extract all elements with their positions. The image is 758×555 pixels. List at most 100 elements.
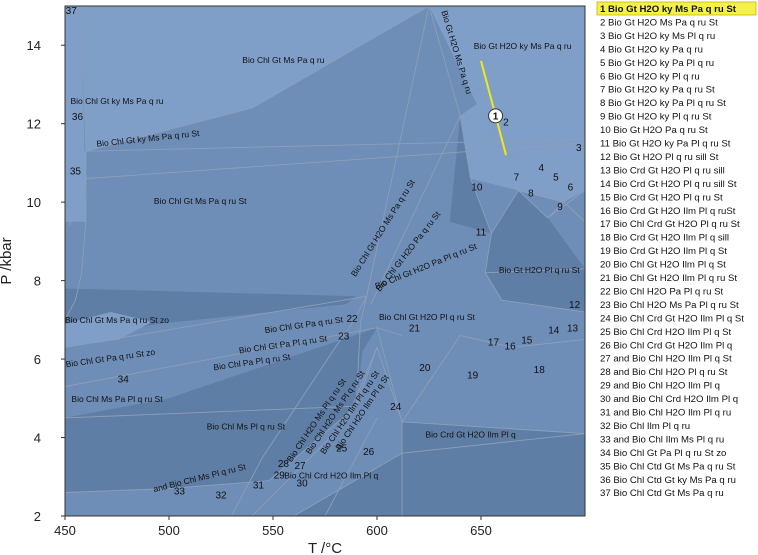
x-tick-label: 600 xyxy=(366,523,388,538)
field-label: Bio Chl Gt H2O Pl q ru St xyxy=(379,312,476,322)
field-4 xyxy=(65,151,86,191)
field-number: 17 xyxy=(488,337,500,348)
boundary-21 xyxy=(401,421,585,435)
legend-entry: 30 and Bio Chl Crd H2O Ilm Pl q xyxy=(600,394,738,405)
boundary-18 xyxy=(293,433,585,516)
field-7 xyxy=(449,115,492,234)
field-number: 2 xyxy=(503,118,509,129)
legend-entry: 9 Bio Gt H2O ky Pl q ru St xyxy=(600,112,712,123)
boundary-20 xyxy=(324,417,378,516)
field-number: 36 xyxy=(72,112,84,123)
field-label: Bio Gt H2O ky Ms Pa q ru xyxy=(474,41,572,51)
boundary-6 xyxy=(231,6,430,516)
field-number: 31 xyxy=(253,481,265,492)
y-tick-label: 6 xyxy=(34,352,41,367)
legend-entry: 21 Bio Chl Gt H2O Ilm Pl q ru St xyxy=(600,273,737,284)
y-axis-label: P /kbar xyxy=(0,237,15,284)
x-tick-label: 550 xyxy=(262,523,284,538)
marker-1-label: 1 xyxy=(493,111,499,122)
y-tick-label: 4 xyxy=(34,431,41,446)
field-label: Bio Gt H2O Pl q ru St xyxy=(499,265,580,275)
boundary-2 xyxy=(85,6,430,152)
x-tick-label: 500 xyxy=(158,523,180,538)
legend-entry: 19 Bio Crd Gt H2O Ilm Pl q St xyxy=(600,246,727,257)
marker-1-circle xyxy=(488,108,504,124)
x-tick-label: 450 xyxy=(54,523,76,538)
field-layer: Bio Chl Gt Ms Pa q ru Bio Chl Gt ky Ms Pa… xyxy=(65,6,585,516)
legend-entry: 14 Bio Crd Gt H2O Pl q ru sill St xyxy=(600,179,737,190)
field-15 xyxy=(65,327,377,418)
field-number: 16 xyxy=(505,341,517,352)
boundary-4 xyxy=(68,142,585,226)
field-18 xyxy=(65,406,357,516)
x-axis-label: T /°C xyxy=(308,540,342,555)
boundary-12 xyxy=(484,268,585,313)
boundary-1 xyxy=(65,6,87,321)
legend-entry: 10 Bio Gt H2O Pa q ru St xyxy=(600,125,708,136)
field-number: 20 xyxy=(419,363,431,374)
plot-area: Bio Chl Gt Ms Pa q ru Bio Chl Gt ky Ms Pa… xyxy=(65,6,585,516)
legend: 1 Bio Gt H2O ky Ms Pa q ru St 2 Bio Gt H2… xyxy=(596,1,757,499)
field-number: 32 xyxy=(215,490,227,501)
legend-entry: 27 and Bio Chl H2O Ilm Pl q St xyxy=(600,354,732,365)
legend-entry: 28 and Bio Chl H2O Pl q ru St xyxy=(600,367,728,378)
legend-entry: 7 Bio Gt H2O ky Pa q ru St xyxy=(600,85,715,96)
field-number: 25 xyxy=(336,443,348,454)
field-label: Bio Chl Gt Ms Pa q ru St xyxy=(154,196,247,206)
field-number: 15 xyxy=(521,335,533,346)
field-label: Bio Crd Gt H2O Ilm Pl q xyxy=(425,430,515,440)
field-17 xyxy=(402,421,585,516)
field-number: 4 xyxy=(539,163,545,174)
boundary-22 xyxy=(355,296,368,407)
legend-entry: 35 Bio Chl Ctd Gt Ms Pa q ru St xyxy=(600,461,736,472)
legend-entry: 22 Bio Chl H2O Pa Pl q ru St xyxy=(600,286,724,297)
field-number: 8 xyxy=(528,188,534,199)
field-12 xyxy=(65,288,357,344)
field-21 xyxy=(65,480,269,516)
legend-entry: 18 Bio Crd Gt H2O Ilm Pl q sill xyxy=(600,233,729,244)
field-5 xyxy=(429,6,585,156)
field-label: Bio Chl Gt Ms Pa q ru St zo xyxy=(65,315,169,325)
field-number: 11 xyxy=(476,228,487,239)
field-number: 13 xyxy=(567,324,579,335)
legend-entry: 1 Bio Gt H2O ky Ms Pa q ru St xyxy=(600,4,737,15)
legend-entry: 17 Bio Chl Crd Gt H2O Pl q ru St xyxy=(600,219,740,230)
legend-entry: 2 Bio Gt H2O Ms Pa q ru St xyxy=(600,17,718,28)
field-number: 10 xyxy=(471,182,483,193)
legend-highlight xyxy=(596,1,757,16)
field-number: 34 xyxy=(118,375,130,386)
field-number: 33 xyxy=(174,486,186,497)
y-tick-label: 8 xyxy=(34,274,41,289)
boundary-7 xyxy=(370,115,461,305)
field-number: 29 xyxy=(274,471,286,482)
legend-entry: 36 Bio Chl Ctd Gt ky Ms Pa q ru xyxy=(600,475,736,486)
legend-entry: 16 Bio Crd Gt H2O Ilm Pl q ruSt xyxy=(600,206,736,217)
field-10 xyxy=(547,190,585,222)
y-tick-label: 12 xyxy=(27,117,41,132)
field-number: 23 xyxy=(338,331,350,342)
y-tick-label: 2 xyxy=(34,509,41,524)
field-number: 9 xyxy=(557,202,563,213)
field-16 xyxy=(402,335,585,434)
legend-entry: 12 Bio Gt H2O Pl q ru sill St xyxy=(600,152,719,163)
plot-frame xyxy=(64,5,586,517)
legend-entry: 26 Bio Chl Crd Gt H2O Ilm Pl q xyxy=(600,340,732,351)
legend-entry: 13 Bio Crd Gt H2O Pl q ru sill xyxy=(600,165,725,176)
field-14 xyxy=(65,312,153,348)
field-11 xyxy=(360,221,585,348)
field-label: Bio Chl Gt ky Ms Pa q ru xyxy=(70,96,163,106)
legend-entry: 3 Bio Gt H2O ky Ms Pl q ru xyxy=(600,31,715,42)
y-tick-label: 14 xyxy=(27,38,41,53)
field-number: 14 xyxy=(548,326,560,337)
boundary-15 xyxy=(491,190,519,234)
field-9 xyxy=(506,139,585,203)
field-19 xyxy=(237,347,402,516)
legend-entry: 20 Bio Chl Gt H2O Ilm Pl q St xyxy=(600,260,726,271)
field-number: 35 xyxy=(70,167,82,178)
field-number: 7 xyxy=(514,173,520,184)
field-number: 3 xyxy=(576,143,582,154)
legend-entry: 32 Bio Chl Ilm Pl q ru xyxy=(600,421,690,432)
x-tick-label: 650 xyxy=(470,523,492,538)
